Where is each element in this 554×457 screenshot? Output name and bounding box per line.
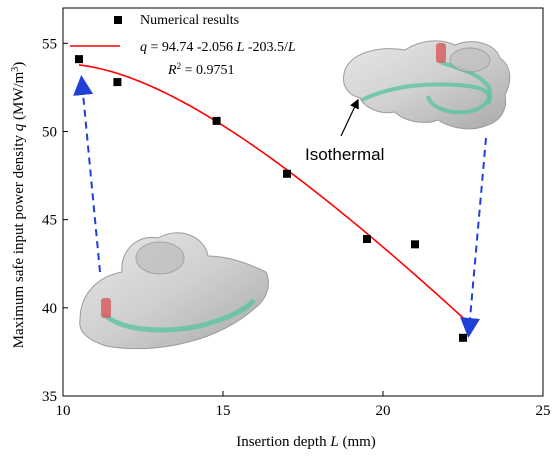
x-title-var: L <box>329 434 338 450</box>
legend: Numerical results q = 94.74 -2.056 L -20… <box>70 13 296 78</box>
legend-r2-base: R <box>167 63 177 78</box>
legend-eq-text2: -203.5/ <box>244 40 288 55</box>
data-point <box>283 169 291 178</box>
legend-series-label: Numerical results <box>140 13 239 28</box>
x-tick-label: 15 <box>216 403 231 419</box>
data-point <box>113 78 122 87</box>
y-tick-label: 40 <box>42 301 57 317</box>
fit-curve <box>78 64 464 319</box>
data-point <box>459 333 467 342</box>
y-tick-label: 50 <box>42 124 57 140</box>
legend-r2-val: = 0.9751 <box>181 63 234 78</box>
y-tick-label: 35 <box>42 389 57 405</box>
legend-r2-sup: 2 <box>177 61 182 71</box>
x-tick-label: 25 <box>536 403 551 419</box>
legend-l2: L <box>287 40 296 55</box>
legend-q: q <box>140 40 147 55</box>
legend-r2: R2 = 0.9751 <box>167 61 234 78</box>
x-axis-title: Insertion depth L (mm) <box>236 434 376 450</box>
plot-area-frame <box>62 7 544 397</box>
cochlea-image-left <box>79 232 269 350</box>
x-title-unit: (mm) <box>339 434 376 450</box>
y-tick-label: 45 <box>42 213 57 229</box>
data-point <box>363 235 371 244</box>
legend-eq-text: = 94.74 -2.056 <box>147 40 237 55</box>
data-point <box>75 55 83 64</box>
y-axis-title: Maximum safe input power density q (MW/m… <box>10 62 28 349</box>
isothermal-label: Isothermal <box>305 145 384 164</box>
arrow-to-first-point <box>73 75 101 273</box>
y-tick-label: 55 <box>42 36 57 52</box>
y-title-unit: (MW/m <box>11 71 27 123</box>
data-point <box>411 240 419 249</box>
y-title-var: q <box>11 123 27 131</box>
isothermal-arrow <box>340 98 359 137</box>
legend-marker-square <box>114 16 122 24</box>
data-point <box>212 116 221 125</box>
x-axis-ticks: 10 15 20 25 <box>56 391 551 419</box>
y-title-main: Maximum safe input power density <box>11 131 27 348</box>
y-title-sup: 3 <box>10 67 21 72</box>
y-title-close: ) <box>11 62 27 67</box>
legend-fit-equation: q = 94.74 -2.056 L -203.5/L <box>140 40 296 55</box>
legend-l: L <box>236 40 245 55</box>
arrow-to-last-point <box>460 137 487 338</box>
y-axis-ticks: 35 40 45 50 55 <box>42 36 68 405</box>
x-title-main: Insertion depth <box>236 434 330 450</box>
cochlea-image-right <box>343 40 511 130</box>
x-tick-label: 10 <box>56 403 71 419</box>
x-tick-label: 20 <box>376 403 391 419</box>
